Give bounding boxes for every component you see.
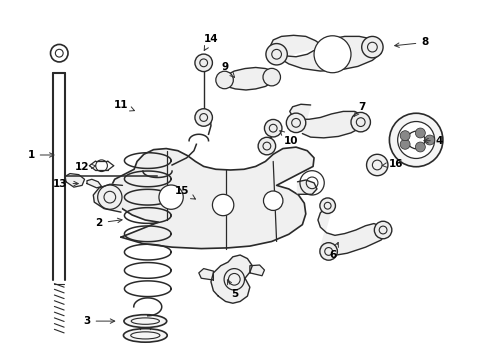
Text: 11: 11 [114, 100, 134, 111]
Circle shape [286, 113, 306, 132]
Text: 13: 13 [53, 179, 78, 189]
Text: 1: 1 [27, 150, 54, 160]
Polygon shape [250, 265, 265, 276]
Text: 15: 15 [174, 186, 196, 199]
Text: 12: 12 [75, 162, 96, 172]
Circle shape [367, 154, 388, 176]
Polygon shape [318, 205, 386, 255]
Polygon shape [270, 35, 381, 71]
Text: 8: 8 [395, 37, 429, 48]
Circle shape [213, 194, 234, 216]
Polygon shape [290, 104, 366, 138]
Circle shape [374, 221, 392, 239]
Ellipse shape [123, 329, 167, 342]
Text: 7: 7 [354, 102, 366, 117]
Text: 4: 4 [424, 136, 443, 146]
Text: 5: 5 [227, 280, 239, 299]
Circle shape [398, 122, 435, 158]
Circle shape [258, 137, 276, 155]
Text: 2: 2 [96, 218, 122, 228]
Circle shape [195, 109, 213, 126]
Circle shape [400, 139, 410, 149]
Circle shape [320, 243, 338, 260]
Circle shape [265, 120, 282, 137]
Circle shape [416, 142, 425, 152]
Circle shape [263, 68, 280, 86]
Circle shape [320, 198, 336, 213]
Text: 6: 6 [329, 243, 339, 260]
Polygon shape [297, 180, 317, 194]
Text: 10: 10 [280, 131, 298, 146]
Polygon shape [218, 67, 276, 90]
Polygon shape [87, 179, 101, 188]
Polygon shape [211, 255, 252, 303]
Ellipse shape [124, 315, 167, 328]
Circle shape [390, 113, 443, 167]
Circle shape [264, 191, 283, 211]
Circle shape [351, 112, 370, 132]
Text: 9: 9 [222, 63, 235, 77]
Circle shape [216, 71, 233, 89]
Circle shape [400, 131, 410, 141]
Text: 3: 3 [83, 316, 115, 326]
Circle shape [425, 135, 435, 145]
Polygon shape [65, 174, 85, 187]
Polygon shape [93, 184, 122, 212]
Circle shape [314, 36, 351, 73]
Circle shape [266, 44, 287, 65]
Text: 14: 14 [204, 34, 218, 50]
Polygon shape [110, 147, 314, 249]
Circle shape [159, 185, 183, 209]
Polygon shape [199, 269, 214, 280]
Circle shape [416, 128, 425, 138]
Circle shape [362, 36, 383, 58]
Text: 16: 16 [382, 159, 403, 169]
Circle shape [195, 54, 213, 72]
